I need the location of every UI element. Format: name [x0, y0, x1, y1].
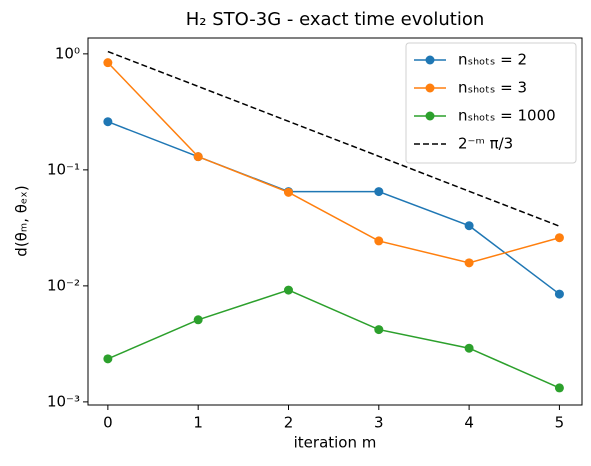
legend-marker	[425, 55, 435, 65]
legend-marker	[425, 83, 435, 93]
data-point	[193, 315, 203, 325]
legend-label: nₛₕₒₜₛ = 2	[458, 51, 527, 69]
plot-frame	[87, 37, 583, 406]
data-point	[554, 289, 564, 299]
data-point	[103, 58, 113, 68]
x-tick-label: 4	[464, 414, 474, 432]
data-point	[464, 221, 474, 231]
legend-label: nₛₕₒₜₛ = 1000	[458, 107, 556, 125]
series-line	[107, 289, 560, 389]
data-point	[374, 325, 384, 335]
x-tick-label: 2	[284, 414, 294, 432]
data-point	[283, 285, 293, 295]
data-point	[554, 383, 564, 393]
x-tick-label: 5	[555, 414, 565, 432]
data-point	[374, 187, 384, 197]
y-axis-label: d(θₘ, θₑₓ)	[13, 185, 31, 256]
data-point	[283, 187, 293, 197]
data-point	[374, 236, 384, 246]
data-point	[103, 117, 113, 127]
y-tick-label: 10⁻¹	[47, 160, 80, 178]
data-point	[554, 233, 564, 243]
x-tick-label: 1	[193, 414, 203, 432]
x-tick-label: 0	[103, 414, 113, 432]
y-tick-label: 10⁻²	[47, 276, 80, 294]
data-point	[464, 258, 474, 268]
series-line	[107, 62, 560, 264]
legend-marker	[425, 111, 435, 121]
data-point	[193, 152, 203, 162]
y-tick-label: 10⁻³	[47, 392, 80, 410]
chart-title: H₂ STO-3G - exact time evolution	[186, 9, 485, 30]
y-tick-label: 10⁰	[55, 44, 80, 62]
data-point	[464, 343, 474, 353]
x-tick-label: 3	[374, 414, 384, 432]
legend-box	[405, 42, 577, 164]
legend-label: 2⁻ᵐ π/3	[458, 135, 513, 153]
x-axis-label: iteration m	[294, 434, 377, 452]
data-point	[103, 354, 113, 364]
series-line	[107, 121, 560, 295]
legend-label: nₛₕₒₜₛ = 3	[458, 79, 527, 97]
